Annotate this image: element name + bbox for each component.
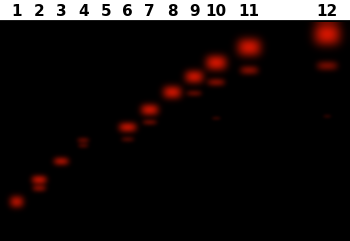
Text: 11: 11 (239, 4, 260, 19)
Text: 9: 9 (189, 4, 199, 19)
Text: 8: 8 (167, 4, 177, 19)
Text: 4: 4 (78, 4, 89, 19)
Text: 1: 1 (12, 4, 22, 19)
Text: 10: 10 (206, 4, 227, 19)
Text: 12: 12 (317, 4, 338, 19)
Text: 7: 7 (145, 4, 155, 19)
Text: 5: 5 (100, 4, 111, 19)
Text: 3: 3 (56, 4, 66, 19)
Text: 2: 2 (34, 4, 44, 19)
Text: 6: 6 (122, 4, 133, 19)
